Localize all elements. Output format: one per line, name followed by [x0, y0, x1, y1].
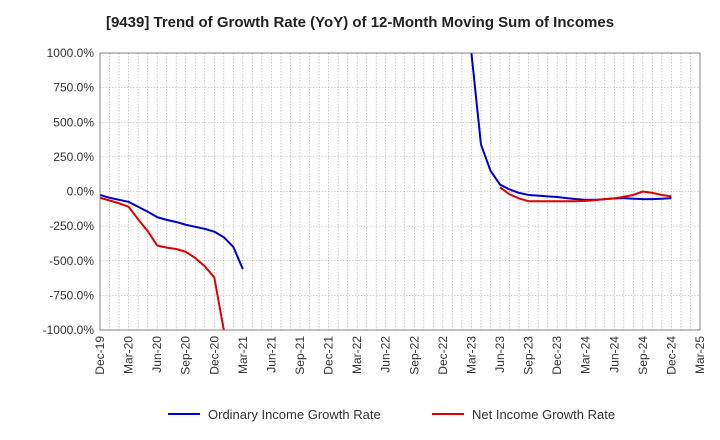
- x-tick-label: Dec-19: [93, 336, 107, 375]
- x-tick-label: Dec-24: [664, 336, 678, 375]
- legend-label: Net Income Growth Rate: [472, 407, 615, 422]
- x-tick-label: Sep-22: [407, 336, 421, 375]
- y-tick-label: 750.0%: [53, 81, 94, 95]
- y-tick-label: 250.0%: [53, 150, 94, 164]
- x-tick-label: Mar-20: [122, 336, 136, 374]
- x-tick-label: Sep-23: [522, 336, 536, 375]
- plot-frame: [99, 52, 701, 331]
- x-tick-label: Jun-23: [493, 336, 507, 373]
- x-tick-label: Jun-22: [379, 336, 393, 373]
- x-tick-label: Dec-23: [550, 336, 564, 375]
- series-line: [499, 186, 672, 203]
- legend-label: Ordinary Income Growth Rate: [208, 407, 381, 422]
- x-tick-label: Mar-25: [693, 336, 707, 374]
- chart-title: [9439] Trend of Growth Rate (YoY) of 12-…: [105, 14, 615, 31]
- x-tick-label: Mar-23: [464, 336, 478, 374]
- series-line: [470, 52, 672, 201]
- y-tick-label: -500.0%: [49, 254, 94, 268]
- y-tick-label: -250.0%: [49, 219, 94, 233]
- y-tick-label: 1000.0%: [47, 46, 95, 60]
- y-tick-label: -1000.0%: [43, 323, 95, 337]
- series-line: [99, 193, 244, 270]
- x-tick-label: Mar-22: [350, 336, 364, 374]
- x-tick-label: Jun-21: [264, 336, 278, 373]
- x-tick-label: Jun-24: [607, 336, 621, 373]
- y-tick-label: 500.0%: [53, 115, 94, 129]
- y-tick-label: -750.0%: [49, 288, 94, 302]
- x-tick-label: Dec-22: [436, 336, 450, 375]
- x-tick-label: Sep-21: [293, 336, 307, 375]
- x-tick-label: Dec-21: [322, 336, 336, 375]
- y-tick-label: 0.0%: [67, 185, 95, 199]
- x-tick-label: Sep-24: [636, 336, 650, 375]
- x-tick-label: Jun-20: [150, 336, 164, 373]
- x-tick-label: Mar-24: [579, 336, 593, 374]
- x-tick-label: Sep-20: [179, 336, 193, 375]
- x-tick-label: Dec-20: [207, 336, 221, 375]
- x-tick-label: Mar-21: [236, 336, 250, 374]
- series-line: [99, 196, 225, 331]
